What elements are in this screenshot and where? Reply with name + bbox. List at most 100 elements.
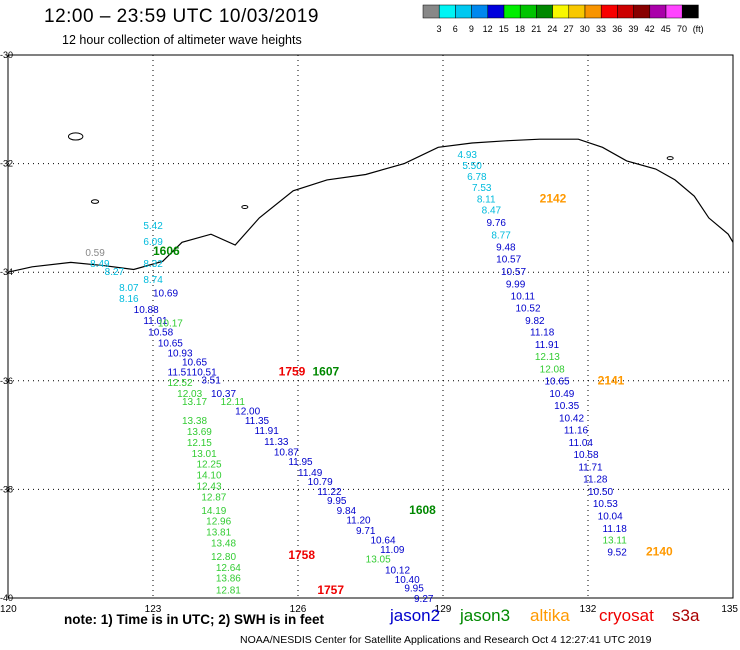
wave-height-label: 10.04	[598, 511, 623, 522]
wave-height-label: 12.52	[168, 378, 193, 389]
wave-height-label: 13.86	[216, 574, 241, 585]
legend-tick-label: 9	[469, 24, 474, 34]
credit-line: NOAA/NESDIS Center for Satellite Applica…	[240, 634, 652, 646]
legend-tick-label: 36	[612, 24, 622, 34]
wave-height-label: 11.20	[346, 516, 371, 527]
wave-height-label: 14.10	[197, 471, 222, 482]
wave-height-label: 9.27	[414, 594, 434, 605]
legend-jason2: jason2	[390, 606, 441, 625]
wave-height-label: 11.33	[264, 437, 289, 448]
wave-height-label: 10.65	[158, 339, 183, 350]
legend-altika: altika	[530, 606, 570, 625]
wave-height-label: 0.59	[85, 248, 105, 259]
map-frame	[7, 54, 734, 599]
pass-id-label: 1757	[317, 583, 344, 597]
pass-id-label: 1759	[279, 364, 306, 378]
wave-height-label: 9.95	[404, 583, 424, 594]
wave-height-label: 14.19	[201, 506, 226, 517]
wave-height-label: 10.79	[308, 477, 333, 488]
island-outline	[67, 132, 84, 141]
pass-id-label: 1758	[288, 548, 315, 562]
wave-height-label: 13.38	[182, 416, 207, 427]
wave-height-label: 5.42	[143, 221, 163, 232]
wave-height-label: 6.09	[143, 237, 163, 248]
wave-height-label: 9.76	[487, 218, 507, 229]
wave-height-label: 11.22	[317, 487, 342, 498]
wave-height-label: 10.35	[554, 401, 579, 412]
lon-tick-label: 120	[0, 604, 17, 615]
wave-height-label: 11.01	[143, 316, 168, 327]
wave-height-label: 3.51	[201, 376, 221, 387]
wave-height-label: 8.77	[491, 231, 511, 242]
wave-height-label: 12.00	[235, 406, 260, 417]
wave-height-label: 11.09	[380, 545, 405, 556]
pass-id-label: 2142	[540, 192, 567, 206]
wave-height-label: 10.51	[192, 367, 217, 378]
wave-height-label: 9.99	[506, 279, 526, 290]
lat-tick-label: -34	[0, 267, 13, 277]
lat-tick-label: -30	[0, 50, 13, 60]
lon-tick-label: 129	[435, 604, 452, 615]
wave-height-label: 10.42	[559, 414, 584, 425]
legend-s3a: s3a	[672, 606, 700, 625]
wave-height-label: 6.78	[467, 172, 487, 183]
wave-height-label: 10.93	[168, 348, 193, 359]
wave-height-label: 13.81	[206, 528, 231, 539]
wave-height-label: 8.27	[105, 267, 125, 278]
legend-tick-label: 33	[596, 24, 606, 34]
wave-height-label: 9.71	[356, 526, 376, 537]
wave-height-label: 10.58	[574, 450, 599, 461]
color-scale-legend: 3 6 9 12 15 18 21 24 27 30 33 36 39 42 45 70 (ft)	[422, 4, 704, 34]
footnote: note: 1) Time is in UTC; 2) SWH is in fe…	[64, 612, 325, 627]
figure-title: 12:00 – 23:59 UTC 10/03/2019	[44, 6, 319, 27]
wave-height-label: 9.95	[327, 496, 347, 507]
wave-height-label: 10.58	[148, 328, 173, 339]
wave-height-label: 10.50	[588, 487, 613, 498]
wave-height-label: 10.11	[511, 291, 536, 302]
wave-height-label: 11.91	[255, 426, 280, 437]
wave-height-label: 12.08	[540, 365, 565, 376]
wave-height-label: 13.17	[182, 397, 207, 408]
wave-height-label: 9.52	[607, 548, 627, 559]
wave-height-label: 11.04	[569, 438, 594, 449]
wave-height-label: 11.18	[530, 328, 555, 339]
wave-height-label: 13.01	[192, 449, 217, 460]
island-outline	[666, 156, 674, 161]
pass-id-label: 2140	[646, 545, 673, 559]
wave-height-label: 10.65	[545, 377, 570, 388]
lon-tick-label: 132	[580, 604, 597, 615]
legend-cryosat: cryosat	[599, 606, 654, 625]
wave-height-label: 10.57	[496, 254, 521, 265]
wave-height-label: 10.88	[134, 305, 159, 316]
wave-height-label: 10.40	[395, 575, 420, 586]
wave-height-label: 8.47	[482, 206, 502, 217]
island-outline	[90, 199, 100, 204]
wave-height-label: 10.52	[516, 303, 541, 314]
legend-tick-label: 6	[453, 24, 458, 34]
legend-tick-label: 24	[547, 24, 557, 34]
wave-height-label: 10.53	[593, 499, 618, 510]
wave-height-label: 12.03	[177, 389, 202, 400]
wave-height-label: 12.96	[206, 517, 231, 528]
wave-height-label: 8.74	[143, 275, 163, 286]
wave-height-label: 9.82	[525, 316, 545, 327]
legend-tick-label: 15	[499, 24, 509, 34]
wave-height-label: 4.93	[458, 150, 478, 161]
pass-id-label: 1608	[409, 503, 436, 517]
wave-height-label: 5.50	[462, 161, 482, 172]
legend-tick-label: 45	[661, 24, 671, 34]
wave-height-label: 8.32	[143, 259, 163, 270]
legend-swatch	[681, 4, 699, 19]
wave-height-label: 11.16	[564, 425, 589, 436]
wave-height-label: 8.49	[90, 259, 110, 270]
wave-height-label: 8.07	[119, 283, 139, 294]
lon-tick-label: 135	[721, 604, 738, 615]
legend-tick-label: 3	[436, 24, 441, 34]
legend-tick-label: 21	[531, 24, 541, 34]
pass-id-label: 1607	[313, 364, 340, 378]
wave-height-label: 9.48	[496, 242, 516, 253]
wave-height-label: 13.05	[366, 555, 391, 566]
wave-height-label: 12.25	[197, 460, 222, 471]
lon-tick-label: 123	[145, 604, 162, 615]
